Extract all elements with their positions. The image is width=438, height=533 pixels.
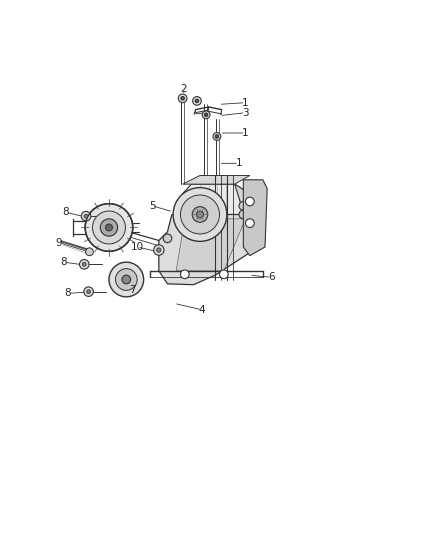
Polygon shape [182, 184, 249, 233]
Circle shape [100, 219, 117, 236]
Circle shape [204, 113, 207, 117]
Circle shape [85, 204, 133, 252]
Circle shape [86, 290, 90, 294]
Text: 6: 6 [268, 272, 274, 282]
Polygon shape [176, 219, 245, 271]
Circle shape [92, 211, 125, 244]
Polygon shape [243, 180, 267, 256]
Circle shape [219, 270, 228, 279]
Text: 8: 8 [60, 257, 67, 267]
Circle shape [192, 96, 201, 105]
Circle shape [173, 188, 226, 241]
Circle shape [245, 197, 254, 206]
Circle shape [202, 111, 209, 119]
Polygon shape [159, 214, 265, 285]
Circle shape [122, 275, 131, 284]
Circle shape [153, 245, 164, 255]
Circle shape [84, 287, 93, 296]
Circle shape [215, 135, 218, 138]
Circle shape [196, 211, 203, 218]
Circle shape [178, 94, 187, 103]
Text: 10: 10 [130, 242, 143, 252]
Circle shape [238, 210, 247, 219]
Text: 3: 3 [242, 108, 248, 118]
Circle shape [212, 133, 220, 140]
Text: 8: 8 [64, 288, 71, 298]
Text: 8: 8 [62, 207, 69, 217]
Circle shape [156, 248, 161, 252]
Circle shape [115, 269, 137, 290]
Circle shape [105, 224, 112, 231]
Polygon shape [182, 175, 249, 184]
Text: 5: 5 [148, 201, 155, 211]
Text: 1: 1 [242, 128, 248, 138]
Circle shape [180, 270, 189, 279]
Circle shape [163, 234, 171, 243]
Circle shape [245, 219, 254, 228]
Circle shape [82, 262, 86, 266]
Text: 1: 1 [235, 158, 242, 168]
Circle shape [192, 207, 207, 222]
Circle shape [84, 214, 88, 218]
Circle shape [79, 260, 89, 269]
Text: 2: 2 [180, 84, 187, 94]
Circle shape [238, 201, 247, 210]
Polygon shape [234, 184, 258, 233]
Text: 1: 1 [242, 98, 248, 108]
Circle shape [180, 195, 219, 234]
Circle shape [109, 262, 143, 297]
Circle shape [85, 248, 93, 256]
Circle shape [195, 99, 198, 103]
Text: 7: 7 [129, 285, 136, 295]
Text: 4: 4 [198, 305, 205, 315]
Circle shape [180, 96, 184, 100]
Text: 9: 9 [56, 238, 62, 248]
Circle shape [81, 212, 91, 221]
